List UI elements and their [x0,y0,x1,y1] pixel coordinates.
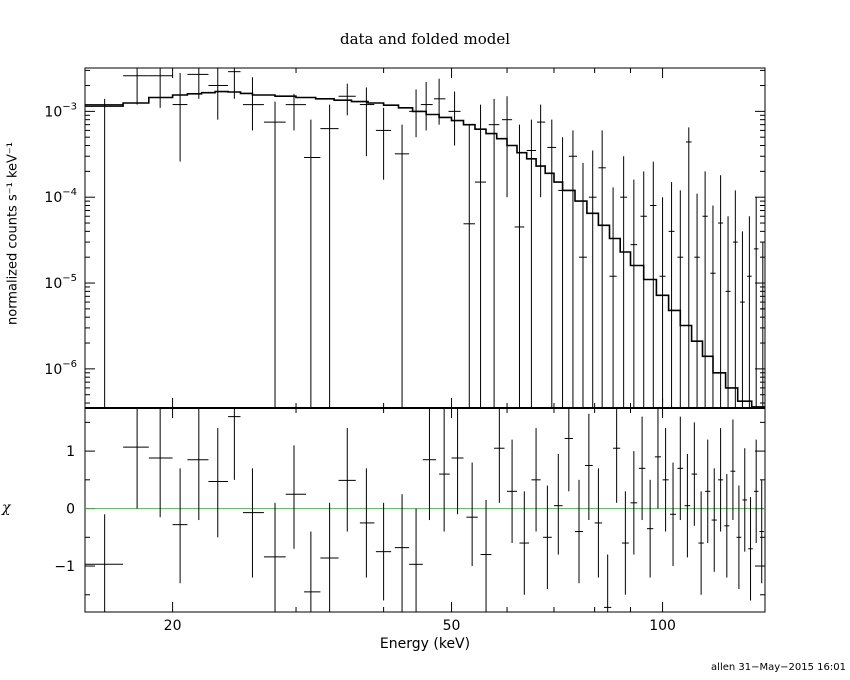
y-axis-label-chi: χ [2,500,11,516]
folded-model-line [85,90,765,408]
y-tick-label-bottom: 1 [66,444,75,460]
x-tick-label: 100 [649,618,676,634]
x-tick-label: 50 [443,618,461,634]
y-tick-label-top: 10−5 [44,273,77,292]
bottom-panel-frame [84,407,766,613]
x-axis-label: Energy (keV) [379,636,471,652]
y-tick-label-top: 10−4 [44,187,77,206]
y-axis-label-counts: normalized counts s⁻¹ keV⁻¹ [5,142,21,325]
chart-title: data and folded model [339,30,511,48]
y-tick-label-bottom: 0 [66,502,75,518]
x-tick-label: 20 [164,618,182,634]
y-tick-label-top: 10−6 [44,359,77,378]
y-tick-label-top: 10−3 [44,101,77,120]
y-tick-label-bottom: −1 [54,559,75,575]
footer-timestamp: allen 31−May−2015 16:01 [711,662,846,673]
